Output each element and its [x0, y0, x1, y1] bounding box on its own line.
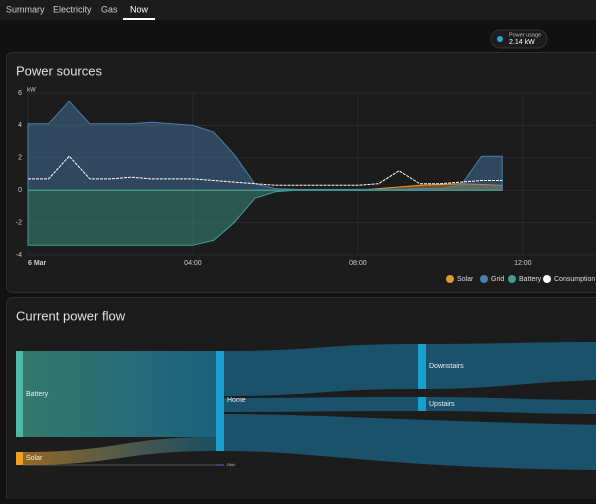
- node-label: Grid: [227, 462, 235, 467]
- y-tick-label: -4: [16, 252, 22, 259]
- y-tick-label: 6: [18, 90, 22, 97]
- node-label: Upstairs: [429, 401, 455, 408]
- flow: [224, 397, 418, 412]
- x-tick-label: 12:00: [514, 260, 532, 267]
- tab[interactable]: Gas: [101, 4, 118, 14]
- node-label: Home: [227, 397, 246, 404]
- legend-swatch: [446, 275, 454, 283]
- badge-value: 2.14 kW: [509, 39, 535, 46]
- tab[interactable]: Now: [130, 4, 149, 14]
- badge-label: Power usage: [509, 32, 541, 38]
- node-label: Solar: [26, 455, 43, 462]
- flow: [224, 344, 418, 396]
- tab-indicator: [123, 18, 155, 20]
- y-tick-label: 0: [18, 187, 22, 194]
- tab[interactable]: Electricity: [53, 4, 92, 14]
- legend-swatch: [480, 275, 488, 283]
- node: [16, 452, 23, 465]
- node-label: Battery: [26, 391, 49, 398]
- y-tick-label: -2: [16, 219, 22, 226]
- node: [418, 397, 426, 411]
- y-tick-label: 4: [18, 122, 22, 129]
- x-tick-label: 6 Mar: [28, 260, 47, 267]
- legend-swatch: [543, 275, 551, 283]
- badge-icon: [497, 36, 503, 42]
- node-label: Downstairs: [429, 363, 464, 370]
- flow: [23, 351, 216, 437]
- y-tick-label: 2: [18, 155, 22, 162]
- x-tick-label: 04:00: [184, 260, 202, 267]
- card-title: Current power flow: [16, 308, 126, 323]
- legend-label: Grid: [491, 276, 504, 283]
- legend-label: Solar: [457, 276, 474, 283]
- node: [216, 351, 224, 451]
- legend-swatch: [508, 275, 516, 283]
- card-title: Power sources: [16, 63, 102, 78]
- legend-label: Battery: [519, 276, 542, 283]
- node: [216, 465, 224, 466]
- tab[interactable]: Summary: [6, 4, 45, 14]
- x-tick-label: 08:00: [349, 260, 367, 267]
- node: [418, 344, 426, 389]
- legend-label: Consumption: [554, 276, 595, 283]
- sankey: Battery Solar Home Downstairs Upstairs G…: [16, 342, 596, 470]
- node: [16, 351, 23, 437]
